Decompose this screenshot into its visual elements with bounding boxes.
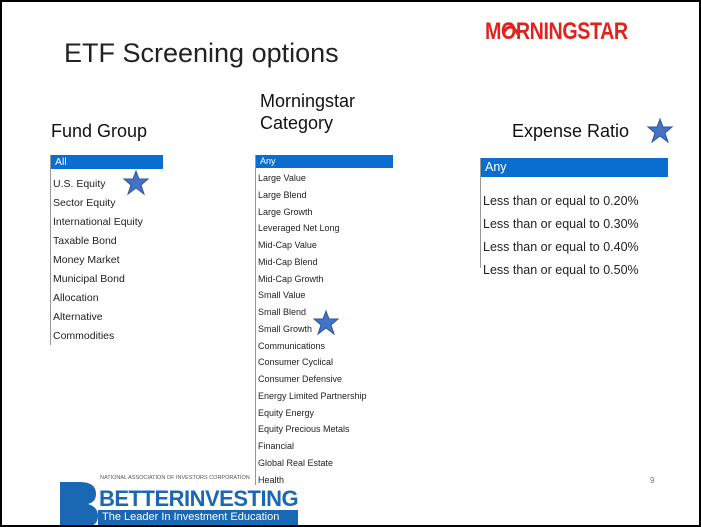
expense-ratio-heading: Expense Ratio xyxy=(512,121,630,141)
list-item[interactable]: Energy Limited Partnership xyxy=(258,390,367,401)
list-item[interactable]: Equity Precious Metals xyxy=(258,424,350,435)
list-item[interactable]: Leveraged Net Long xyxy=(258,223,340,234)
list-item[interactable]: Financial xyxy=(258,441,295,451)
list-item[interactable]: Small Blend xyxy=(258,307,307,317)
list-item[interactable]: Commodities xyxy=(53,330,115,342)
list-item[interactable]: Mid-Cap Growth xyxy=(258,273,324,284)
list-item[interactable]: Less than or equal to 0.30% xyxy=(483,217,639,231)
page-number: 9 xyxy=(650,476,655,485)
logo-arc xyxy=(501,25,520,35)
category-heading: Morningstar Category xyxy=(260,91,356,133)
list-item[interactable]: Large Growth xyxy=(258,206,313,217)
list-item[interactable]: Any xyxy=(256,155,393,168)
fund-group-heading: Fund Group xyxy=(51,121,148,141)
list-item[interactable]: Global Real Estate xyxy=(258,457,334,468)
list-item[interactable]: Money Market xyxy=(53,254,120,266)
list-item[interactable]: U.S. Equity xyxy=(53,178,106,190)
footer-brand: BETTERINVESTING xyxy=(99,486,299,511)
list-item[interactable]: Communications xyxy=(258,340,326,351)
list-item[interactable]: Large Value xyxy=(258,173,306,183)
list-item[interactable]: Mid-Cap Blend xyxy=(258,256,318,267)
list-item[interactable]: Large Blend xyxy=(258,189,307,200)
title: ETF Screening options xyxy=(64,38,339,68)
tagline-bar xyxy=(98,510,298,525)
list-item[interactable]: Mid-Cap Value xyxy=(258,240,317,250)
bi-icon xyxy=(60,482,98,525)
expense-ratio-list: Any Less than or equal to 0.20% Less than … xyxy=(480,158,668,277)
footer-tagline: The Leader In Investment Education xyxy=(102,511,280,523)
star xyxy=(122,169,150,196)
list-item[interactable]: Consumer Cyclical xyxy=(258,357,334,368)
morningstar-logo: MORNINGSTAR xyxy=(485,18,628,45)
list-item[interactable]: Small Value xyxy=(258,290,306,301)
list-item[interactable]: Less than or equal to 0.50% xyxy=(483,263,639,277)
list-item[interactable]: Less than or equal to 0.20% xyxy=(483,194,639,208)
list-item[interactable]: International Equity xyxy=(53,216,143,228)
list-item[interactable]: Municipal Bond xyxy=(53,273,125,285)
list-item[interactable]: Sector Equity xyxy=(53,197,116,209)
list-item[interactable]: All xyxy=(51,155,163,169)
star xyxy=(646,117,674,144)
star xyxy=(312,309,340,336)
list-item[interactable]: Allocation xyxy=(53,292,99,304)
list-item[interactable]: Any xyxy=(481,158,668,177)
list-item[interactable]: Equity Energy xyxy=(258,407,315,418)
list-item[interactable]: Health xyxy=(258,474,285,485)
category-list: Any Large Value Large Blend Large Growth Lev… xyxy=(255,155,393,485)
footer-org: NATIONAL ASSOCIATION OF INVESTORS CORPOR… xyxy=(100,475,250,481)
fund-group-list: All U.S. Equity Sector Equity International… xyxy=(50,155,163,345)
list-item[interactable]: Alternative xyxy=(53,311,103,323)
list-item[interactable]: Consumer Defensive xyxy=(258,374,343,384)
list-item[interactable]: Less than or equal to 0.40% xyxy=(483,240,639,254)
list-item[interactable]: Small Growth xyxy=(258,323,313,334)
list-item[interactable]: Taxable Bond xyxy=(53,235,117,247)
